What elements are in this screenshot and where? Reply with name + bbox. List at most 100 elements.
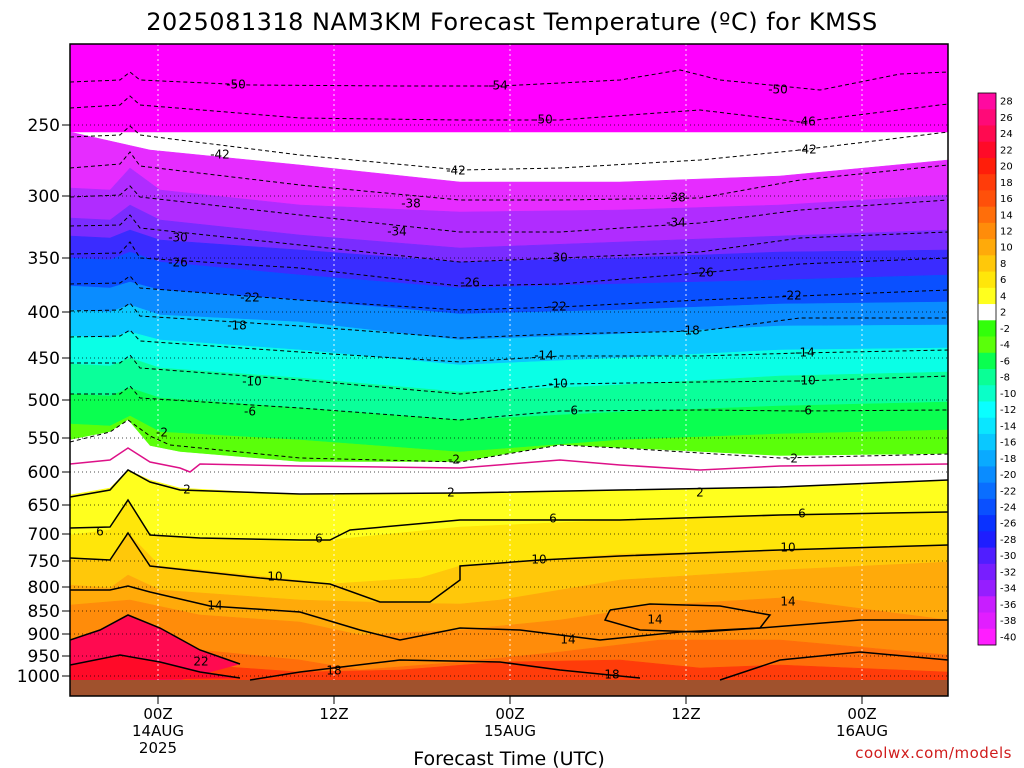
colorbar-label-1: 26 xyxy=(1000,113,1013,124)
contour-label-18: -22 xyxy=(547,300,567,314)
colorbar-label-16: -6 xyxy=(1000,356,1010,367)
colorbar-swatch-33 xyxy=(978,628,996,646)
contour-line-8 xyxy=(70,302,948,339)
contour-line-14 xyxy=(70,469,948,498)
colorbar-label-2: 24 xyxy=(1000,129,1013,140)
colorbar-swatch-16 xyxy=(978,352,996,370)
contour-label-9: -38 xyxy=(666,191,686,205)
colorbar-swatch-32 xyxy=(978,612,996,630)
colorbar-swatch-26 xyxy=(978,515,996,532)
colorbar-label-33: -40 xyxy=(1000,632,1016,643)
x-axis-label: Forecast Time (UTC) xyxy=(413,748,604,768)
contour-line-22 xyxy=(719,651,948,681)
colorbar-swatch-9 xyxy=(978,239,996,256)
colorbar-swatch-28 xyxy=(978,547,996,565)
colorbar-label-13: 2 xyxy=(1000,308,1006,319)
y-tick-label-9: 700 xyxy=(28,525,60,545)
colorbar-label-4: 20 xyxy=(1000,162,1013,173)
y-axis: 250 300 350 400 450 500 550 600 650 700 750 800 850 9… xyxy=(17,116,70,687)
contour-label-13: -30 xyxy=(548,251,568,265)
colorbar-swatch-4 xyxy=(978,157,996,175)
contour-label-25: -10 xyxy=(548,377,568,391)
contour-line-4 xyxy=(70,185,948,233)
contour-label-35: 2 xyxy=(696,486,704,500)
contour-line-10 xyxy=(70,354,948,395)
contour-label-7: -42 xyxy=(446,164,466,178)
contour-label-0: -50 xyxy=(226,78,246,92)
plot-area: -50 -54 -50 -50 -46 -42 -42 -42 -38 -38 -34 -34 -30 -… xyxy=(69,43,949,697)
colorbar-frame xyxy=(977,92,997,646)
contour-label-40: 10 xyxy=(267,570,282,584)
colorbar-label-29: -32 xyxy=(1000,567,1016,578)
contour-line-16 xyxy=(70,531,948,603)
y-tick-label-15: 1000 xyxy=(17,667,60,687)
colorbar-label-18: -10 xyxy=(1000,389,1016,400)
x-tick-label-0-1: 14AUG xyxy=(132,722,184,740)
colorbar-swatch-5 xyxy=(978,174,996,191)
contour-label-36: 6 xyxy=(96,525,104,539)
contour-label-26: -10 xyxy=(796,374,816,388)
contour-line-5 xyxy=(70,214,948,263)
colorbar-swatch-11 xyxy=(978,271,996,289)
colorbar-swatch-17 xyxy=(978,369,996,386)
contour-line-11 xyxy=(70,385,948,421)
contour-label-10: -34 xyxy=(387,225,407,239)
colorbar-label-9: 10 xyxy=(1000,243,1013,254)
contour-label-20: -18 xyxy=(227,319,247,333)
y-tick-label-8: 650 xyxy=(28,496,60,516)
y-tick-label-7: 600 xyxy=(28,463,60,483)
colorbar-swatch-3 xyxy=(978,141,996,159)
plot-frame xyxy=(69,43,949,697)
credit-text: coolwx.com/models xyxy=(855,744,1012,762)
contour-label-29: -6 xyxy=(800,404,812,418)
colorbar-swatch-22 xyxy=(978,450,996,467)
colorbar-label-15: -4 xyxy=(1000,340,1010,351)
x-tick-label-2-0: 00Z xyxy=(495,705,524,723)
colorbar-swatch-30 xyxy=(978,580,996,597)
contour-label-1: -54 xyxy=(488,79,508,93)
contour-label-16: -26 xyxy=(694,266,714,280)
contour-label-11: -34 xyxy=(666,216,686,230)
colorbar-swatch-29 xyxy=(978,563,996,581)
contour-label-24: -10 xyxy=(242,375,262,389)
chart-title: 2025081318 NAM3KM Forecast Temperature (… xyxy=(146,8,878,36)
colorbar-swatch-13 xyxy=(978,304,996,321)
contour-label-27: -6 xyxy=(244,405,256,419)
colorbar-label-30: -34 xyxy=(1000,584,1016,595)
colorbar-label-22: -18 xyxy=(1000,454,1016,465)
y-tick-label-0: 250 xyxy=(28,116,60,136)
contour-line-0 xyxy=(70,69,948,91)
contour-label-12: -30 xyxy=(168,231,188,245)
x-tick-label-0-2: 2025 xyxy=(139,739,177,757)
colorbar-label-6: 16 xyxy=(1000,194,1013,205)
colorbar-swatch-23 xyxy=(978,466,996,484)
y-tick-label-3: 400 xyxy=(28,303,60,323)
colorbar-swatch-12 xyxy=(978,287,996,305)
colorbar-swatch-21 xyxy=(978,433,996,451)
contour-label-46: 14 xyxy=(560,633,575,647)
y-tick-label-10: 750 xyxy=(28,552,60,572)
contour-label-3: -50 xyxy=(533,113,553,127)
contour-label-17: -22 xyxy=(240,291,260,305)
contour-label-2: -50 xyxy=(768,83,788,97)
y-tick-label-11: 800 xyxy=(28,578,60,598)
colorbar-swatch-14 xyxy=(978,320,996,337)
x-tick-label-4-1: 16AUG xyxy=(836,722,888,740)
contour-label-38: 6 xyxy=(549,512,557,526)
contour-label-15: -26 xyxy=(460,276,480,290)
contour-label-4: -46 xyxy=(796,115,816,129)
colorbar-label-23: -20 xyxy=(1000,470,1016,481)
contour-label-49: 22 xyxy=(193,655,208,669)
colorbar-label-3: 22 xyxy=(1000,145,1013,156)
colorbar-label-14: -2 xyxy=(1000,324,1010,335)
contour-line-12 xyxy=(70,419,948,463)
contour-line-13 xyxy=(70,447,948,473)
contour-label-28: -6 xyxy=(566,404,578,418)
contour-label-45: 14 xyxy=(780,595,795,609)
x-tick-label-4-0: 00Z xyxy=(847,705,876,723)
colorbar-label-11: 6 xyxy=(1000,275,1006,286)
contour-label-30: -2 xyxy=(156,426,168,440)
contour-line-20 xyxy=(70,654,241,679)
y-tick-label-12: 850 xyxy=(28,602,60,622)
